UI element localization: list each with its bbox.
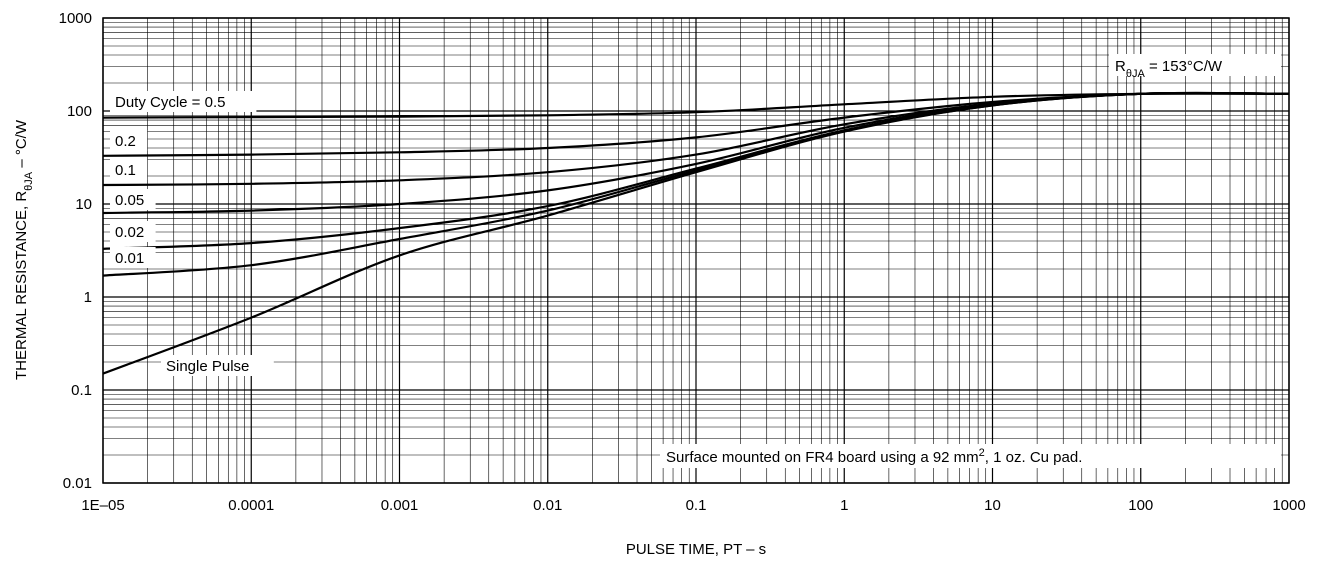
y-tick-label: 10: [75, 196, 92, 213]
board-note-bg: [660, 444, 1281, 468]
y-tick-label: 1000: [59, 10, 92, 27]
board-note-superscript: 2: [979, 447, 985, 459]
y-tick-label: 0.01: [63, 475, 92, 492]
y-tick-label: 1: [84, 289, 92, 306]
x-tick-label: 1E–05: [81, 497, 124, 514]
board-note-suffix: , 1 oz. Cu pad.: [985, 449, 1083, 466]
y-axis-title-prefix: THERMAL RESISTANCE, R: [13, 191, 30, 380]
x-tick-label: 0.1: [686, 497, 707, 514]
curve-label: 0.01: [115, 250, 144, 267]
curve-label-bg: [161, 355, 274, 376]
y-axis-title: THERMAL RESISTANCE, RθJA – °C/W: [13, 119, 35, 380]
curve-label: Duty Cycle = 0.5: [115, 94, 225, 111]
rthja-suffix: = 153°C/W: [1145, 58, 1223, 75]
curve-label-bg: [110, 159, 148, 180]
tick-labels: 1E–05 0.0001 0.001 0.01 0.1 1 10 100 1000 0.01 0.1…: [59, 10, 1306, 514]
curve-label: 0.05: [115, 192, 144, 209]
x-tick-label: 1000: [1272, 497, 1305, 514]
x-tick-label: 0.001: [381, 497, 419, 514]
y-tick-label: 100: [67, 103, 92, 120]
rthja-subscript: θJA: [1126, 68, 1146, 80]
curve-label-bg: [110, 91, 257, 112]
curve-label: 0.2: [115, 133, 136, 150]
curve-label-bg: [110, 189, 156, 210]
board-note: Surface mounted on FR4 board using a 92 …: [666, 447, 1082, 466]
rthja-label-bg: [1109, 54, 1281, 76]
curve-labels: Duty Cycle = 0.5 0.2 0.1 0.05 0.02 0.01 Single…: [110, 91, 274, 376]
curve-0: [102, 92, 1290, 119]
x-axis-title: PULSE TIME, PT – s: [626, 541, 766, 558]
y-tick-label: 0.1: [71, 382, 92, 399]
x-tick-label: 1: [840, 497, 848, 514]
curves: [102, 91, 1290, 375]
x-tick-label: 100: [1128, 497, 1153, 514]
x-tick-label: 0.0001: [228, 497, 274, 514]
y-axis-title-suffix: – °C/W: [13, 119, 30, 172]
y-axis-title-subscript: θJA: [23, 171, 35, 191]
curve-label-bg: [110, 221, 156, 242]
plot-frame: [102, 17, 1290, 484]
curve-label-bg: [110, 130, 148, 151]
x-tick-label: 0.01: [533, 497, 562, 514]
curve-label-bg: [110, 247, 156, 268]
curve-6: [102, 91, 1290, 375]
curve-label: 0.1: [115, 162, 136, 179]
x-tick-label: 10: [984, 497, 1001, 514]
board-note-prefix: Surface mounted on FR4 board using a 92 …: [666, 449, 979, 466]
rthja-prefix: R: [1115, 58, 1126, 75]
curve-label: Single Pulse: [166, 358, 249, 375]
curve-label: 0.02: [115, 224, 144, 241]
rthja-annotation: RθJA = 153°C/W: [1115, 58, 1223, 80]
